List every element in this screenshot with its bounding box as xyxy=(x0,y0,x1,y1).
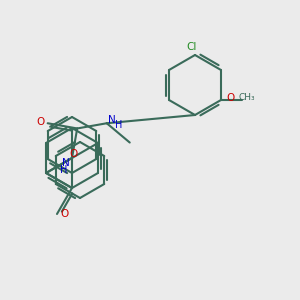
Text: CH₃: CH₃ xyxy=(239,94,256,103)
Text: O: O xyxy=(69,149,77,159)
Text: N: N xyxy=(62,158,70,168)
Text: O: O xyxy=(36,117,45,127)
Text: H: H xyxy=(115,120,122,130)
Text: N: N xyxy=(108,115,116,125)
Text: Cl: Cl xyxy=(187,42,197,52)
Text: O: O xyxy=(226,93,234,103)
Text: O: O xyxy=(60,209,68,219)
Text: H: H xyxy=(60,165,68,175)
